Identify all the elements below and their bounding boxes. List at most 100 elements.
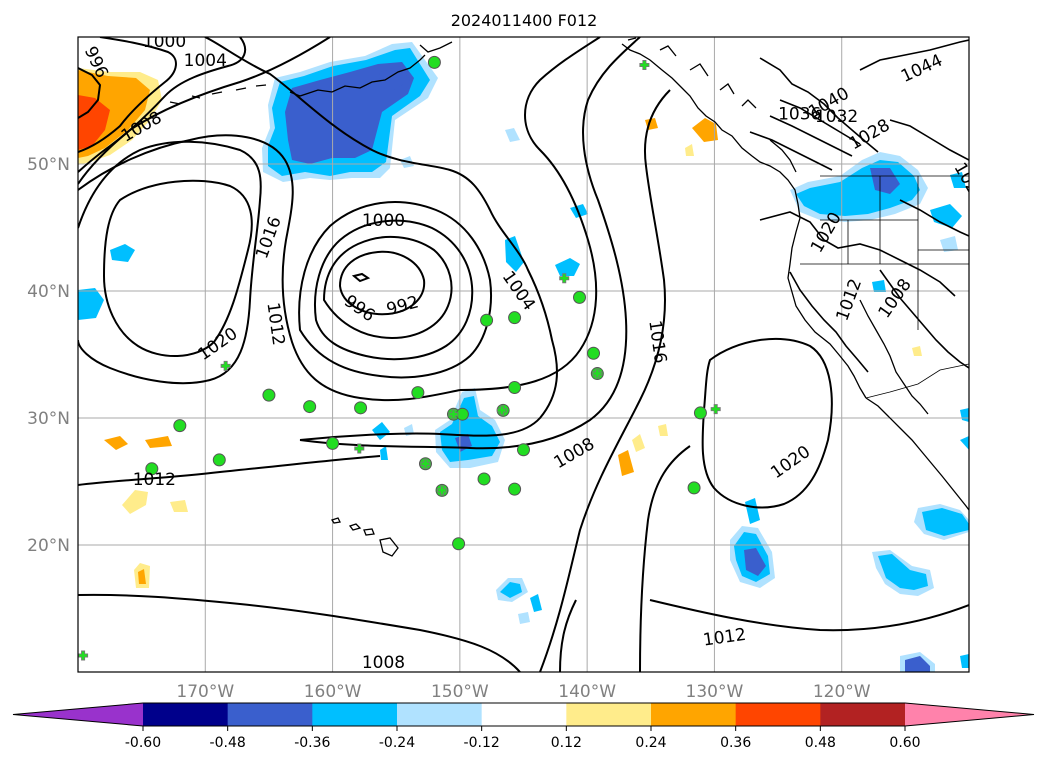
station-marker: [303, 400, 317, 414]
station-marker: [508, 311, 522, 325]
colorbar-bin: [735, 703, 821, 726]
isobar-land-1: [759, 57, 879, 153]
shade-cyan: [500, 582, 522, 598]
isobar-1020-west: [102, 179, 253, 357]
station-marker: [517, 443, 530, 457]
station-marker: [508, 482, 522, 496]
anomaly-shading: [78, 42, 969, 672]
shade-orange: [618, 450, 634, 476]
colorbar-bin: [820, 703, 906, 726]
isobar-label: 1012: [133, 470, 176, 490]
shade-light-blue: [518, 612, 530, 624]
map-frame: [77, 36, 970, 673]
station-marker: [477, 472, 491, 486]
shade-cyan: [372, 422, 390, 440]
colorbar-tick-label: 0.12: [551, 735, 582, 751]
colorbar-bin: [566, 703, 652, 726]
isobar-label: 1000: [362, 211, 405, 231]
isobars: [78, 37, 969, 672]
shade-cyan: [922, 508, 969, 536]
coast-gulf-california: [859, 299, 929, 415]
colorbar-tick-label: -0.48: [210, 735, 246, 751]
longitude-label: 140°W: [558, 682, 616, 702]
shade-cyan: [555, 258, 580, 276]
cross-marker: [640, 60, 649, 69]
isobar-label: 1032: [815, 107, 858, 127]
colorbar-bin: [312, 703, 398, 726]
isobar-996-low: [322, 235, 453, 340]
station-marker: [693, 406, 707, 420]
isobar-1020-land: [759, 211, 956, 297]
latitude-label: 50°N: [27, 155, 70, 175]
station-marker: [508, 381, 522, 395]
colorbar-bin: [143, 703, 229, 726]
station-marker: [411, 386, 425, 400]
cross-marker: [497, 406, 506, 415]
shade-cyan: [110, 244, 135, 262]
cross-marker: [355, 444, 364, 453]
longitude-label: 160°W: [304, 682, 362, 702]
colorbar-tick-label: -0.36: [294, 735, 330, 751]
colorbar-tick-label: 0.24: [635, 735, 666, 751]
political-borders: [800, 175, 969, 399]
isobar-1008: [78, 37, 331, 185]
isobar-1012-inner: [78, 134, 461, 402]
shade-cyan: [440, 396, 500, 462]
isobar-label: 1004: [184, 51, 227, 71]
shade-cyan: [505, 236, 524, 272]
colorbar-bin: [481, 703, 567, 726]
shade-cyan: [960, 654, 969, 668]
isobar-1008-land: [879, 269, 969, 369]
shade-medium-blue: [905, 656, 930, 672]
station-marker: [262, 388, 276, 402]
shade-orange: [692, 118, 718, 142]
border-state-lines: [820, 219, 969, 251]
shade-yellow: [632, 434, 645, 452]
shade-yellow: [912, 346, 922, 356]
shade-cyan: [380, 446, 388, 460]
coastlines: [169, 37, 969, 557]
isobar-1016-east: [539, 89, 671, 672]
isobar-1012-upper: [204, 37, 558, 441]
colorbar: -0.60 -0.48 -0.36 -0.24 -0.12 0.12 0.24 0.36 0.4…: [12, 702, 1035, 751]
colorbar-tick-label: -0.24: [379, 735, 415, 751]
shade-yellow: [658, 424, 668, 436]
latitude-labels: 20°N 30°N 40°N 50°N: [27, 155, 70, 556]
shade-yellow: [122, 490, 148, 514]
shade-light-blue: [940, 236, 958, 252]
latitude-label: 40°N: [27, 282, 70, 302]
isobar-1004-low: [298, 201, 492, 379]
isobar-996: [78, 67, 102, 119]
station-marker: [427, 55, 441, 69]
isobar-1004: [78, 37, 247, 173]
coast-alaska-peninsula: [289, 54, 426, 97]
isobar-992-low: [338, 250, 426, 316]
station-marker: [587, 346, 601, 360]
colorbar-bin: [397, 703, 483, 726]
colorbar-tick-label: -0.12: [464, 735, 500, 751]
isobar-1012-trough: [459, 37, 601, 391]
cross-marker: [438, 486, 447, 495]
shade-orange: [138, 569, 146, 584]
station-marker: [212, 453, 226, 467]
coast-kodiak: [419, 41, 453, 53]
station-marker: [326, 436, 340, 450]
shade-medium-blue: [744, 548, 766, 576]
shade-medium-blue: [378, 66, 410, 90]
shade-orange: [145, 436, 172, 448]
longitude-labels: 170°W 160°W 150°W 140°W 130°W 120°W: [176, 682, 870, 702]
station-marker: [687, 481, 701, 495]
shade-yellow: [685, 144, 694, 156]
isobar-1024-land: [899, 199, 969, 237]
colorbar-bin: [227, 703, 313, 726]
shade-cyan: [960, 436, 969, 450]
coast-baja-mexico: [865, 397, 969, 511]
station-marker: [480, 313, 494, 327]
isobar-1012-southeast: [649, 599, 969, 632]
border-us-mexico: [865, 363, 969, 399]
figure-title: 2024011400 F012: [451, 11, 598, 30]
station-marker: [452, 537, 466, 551]
map-background: [78, 37, 969, 672]
isobar-land-1044: [859, 39, 969, 71]
